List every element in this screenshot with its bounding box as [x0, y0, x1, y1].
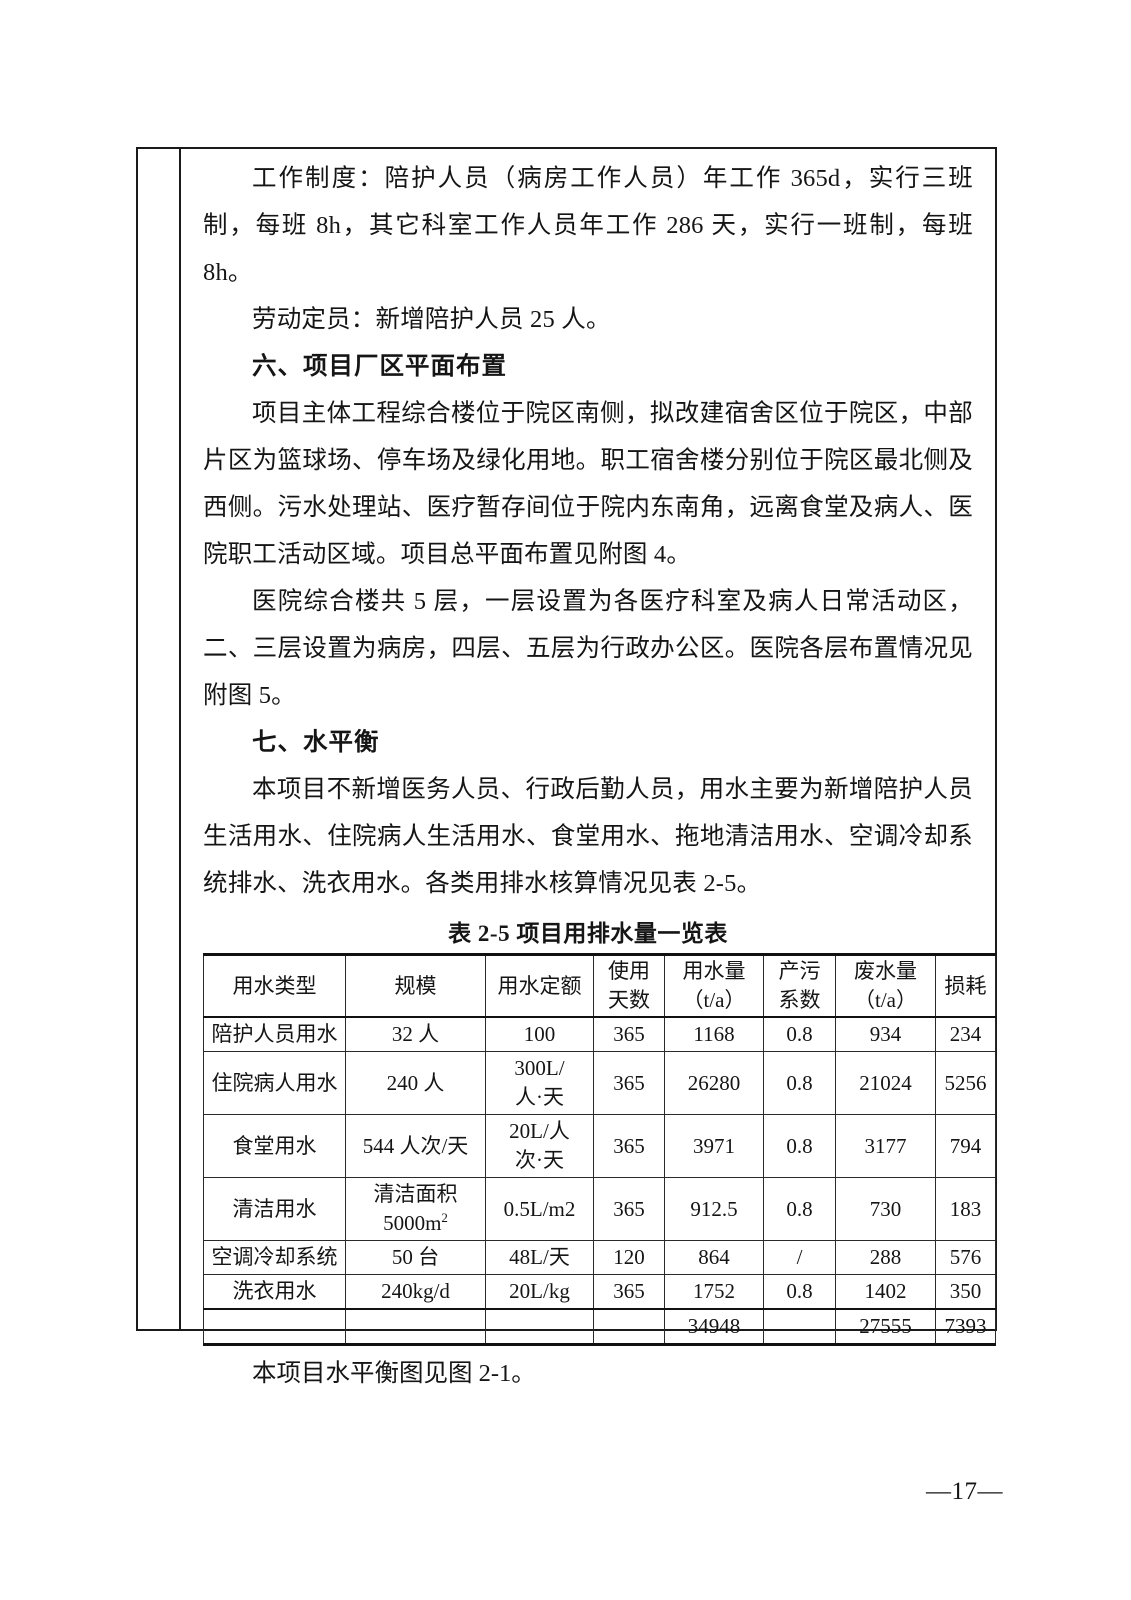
header-loss: 损耗	[935, 954, 996, 1018]
table-row: 食堂用水 544 人次/天 20L/人 次·天 365 3971 0.8 317…	[203, 1114, 996, 1178]
cell-coefficient: /	[763, 1240, 836, 1275]
cell-loss: 183	[935, 1177, 996, 1241]
cell-scale	[345, 1308, 486, 1345]
paragraph-water-balance-figure: 本项目水平衡图见图 2-1。	[252, 1360, 536, 1387]
table-row: 洗衣用水 240kg/d 20L/kg 365 1752 0.8 1402 35…	[203, 1274, 996, 1310]
paragraph-work-schedule: 工作制度：陪护人员（病房工作人员）年工作 365d，实行三班制，每班 8h，其它…	[203, 165, 973, 286]
cell-wastewater: 21024	[835, 1051, 936, 1115]
cell-coefficient: 0.8	[763, 1177, 836, 1241]
cell-scale: 清洁面积 5000m2	[345, 1177, 486, 1241]
paragraph-water-balance-intro: 本项目不新增医务人员、行政后勤人员，用水主要为新增陪护人员生活用水、住院病人生活…	[203, 776, 973, 897]
cell-water-use: 864	[664, 1240, 764, 1275]
cell-water-use: 3971	[664, 1114, 764, 1178]
cell-loss: 350	[935, 1274, 996, 1310]
cell-water-use: 26280	[664, 1051, 764, 1115]
water-usage-table: 用水类型 规模 用水定额 使用 天数 用水量 （t/a） 产污	[203, 953, 996, 1346]
heading-section-six: 六、项目厂区平面布置	[252, 353, 507, 380]
cell-loss: 5256	[935, 1051, 996, 1115]
cell-water-use: 1752	[664, 1274, 764, 1310]
cell-days: 365	[593, 1177, 665, 1241]
table-header-row: 用水类型 规模 用水定额 使用 天数 用水量 （t/a） 产污	[203, 954, 996, 1018]
cell-coefficient: 0.8	[763, 1051, 836, 1115]
cell-water-type: 洗衣用水	[203, 1274, 346, 1310]
table-caption: 表 2-5 项目用排水量一览表	[448, 921, 728, 946]
table-total-row: 34948 27555 7393	[203, 1308, 996, 1345]
header-water-type: 用水类型	[203, 954, 346, 1018]
document-frame: 工作制度：陪护人员（病房工作人员）年工作 365d，实行三班制，每班 8h，其它…	[136, 147, 997, 1387]
cell-days: 365	[593, 1274, 665, 1310]
cell-quota: 20L/人 次·天	[485, 1114, 594, 1178]
cell-scale: 544 人次/天	[345, 1114, 486, 1178]
header-water-use: 用水量 （t/a）	[664, 954, 764, 1018]
header-days: 使用 天数	[593, 954, 665, 1018]
cell-days: 365	[593, 1114, 665, 1178]
table-row: 陪护人员用水 32 人 100 365 1168 0.8 934 234	[203, 1016, 996, 1052]
cell-quota: 20L/kg	[485, 1274, 594, 1310]
cell-scale: 50 台	[345, 1240, 486, 1275]
cell-water-type	[203, 1308, 346, 1345]
cell-days: 365	[593, 1016, 665, 1052]
cell-wastewater: 1402	[835, 1274, 936, 1310]
cell-loss: 794	[935, 1114, 996, 1178]
cell-water-use: 1168	[664, 1016, 764, 1052]
cell-total-wastewater: 27555	[835, 1308, 936, 1345]
cell-quota: 0.5L/m2	[485, 1177, 594, 1241]
cell-coefficient: 0.8	[763, 1016, 836, 1052]
cell-days: 365	[593, 1051, 665, 1115]
cell-total-water-use: 34948	[664, 1308, 764, 1345]
cell-quota: 100	[485, 1016, 594, 1052]
paragraph-labor-quota: 劳动定员：新增陪护人员 25 人。	[252, 306, 611, 333]
paragraph-building-floors: 医院综合楼共 5 层，一层设置为各医疗科室及病人日常活动区，二、三层设置为病房，…	[203, 588, 973, 709]
cell-wastewater: 934	[835, 1016, 936, 1052]
cell-quota: 48L/天	[485, 1240, 594, 1275]
table-row: 住院病人用水 240 人 300L/ 人·天 365 26280 0.8 210…	[203, 1051, 996, 1115]
document-content: 工作制度：陪护人员（病房工作人员）年工作 365d，实行三班制，每班 8h，其它…	[181, 149, 996, 1387]
cell-loss: 576	[935, 1240, 996, 1275]
page-number: —17—	[926, 1478, 1003, 1505]
cell-loss: 234	[935, 1016, 996, 1052]
cell-scale: 240kg/d	[345, 1274, 486, 1310]
cell-water-type: 食堂用水	[203, 1114, 346, 1178]
cell-wastewater: 3177	[835, 1114, 936, 1178]
cell-coefficient: 0.8	[763, 1274, 836, 1310]
header-wastewater: 废水量 （t/a）	[835, 954, 936, 1018]
cell-quota	[485, 1308, 594, 1345]
table-row: 清洁用水 清洁面积 5000m2 0.5L/m2 365 912.5 0.8 7…	[203, 1177, 996, 1241]
cell-water-type: 住院病人用水	[203, 1051, 346, 1115]
frame-left-column	[138, 149, 179, 1329]
paragraph-site-layout: 项目主体工程综合楼位于院区南侧，拟改建宿舍区位于院区，中部片区为篮球场、停车场及…	[203, 400, 973, 568]
cell-coefficient	[763, 1308, 836, 1345]
header-quota: 用水定额	[485, 954, 594, 1018]
header-coefficient: 产污 系数	[763, 954, 836, 1018]
cell-scale: 32 人	[345, 1016, 486, 1052]
cell-water-use: 912.5	[664, 1177, 764, 1241]
cell-water-type: 陪护人员用水	[203, 1016, 346, 1052]
cell-wastewater: 730	[835, 1177, 936, 1241]
cell-total-loss: 7393	[935, 1308, 996, 1345]
cell-water-type: 空调冷却系统	[203, 1240, 346, 1275]
cell-coefficient: 0.8	[763, 1114, 836, 1178]
cell-days	[593, 1308, 665, 1345]
header-scale: 规模	[345, 954, 486, 1018]
heading-section-seven: 七、水平衡	[252, 729, 380, 756]
cell-quota: 300L/ 人·天	[485, 1051, 594, 1115]
cell-wastewater: 288	[835, 1240, 936, 1275]
cell-water-type: 清洁用水	[203, 1177, 346, 1241]
cell-scale: 240 人	[345, 1051, 486, 1115]
cell-days: 120	[593, 1240, 665, 1275]
frame-column-divider	[179, 149, 181, 1329]
table-row: 空调冷却系统 50 台 48L/天 120 864 / 288 576	[203, 1240, 996, 1275]
